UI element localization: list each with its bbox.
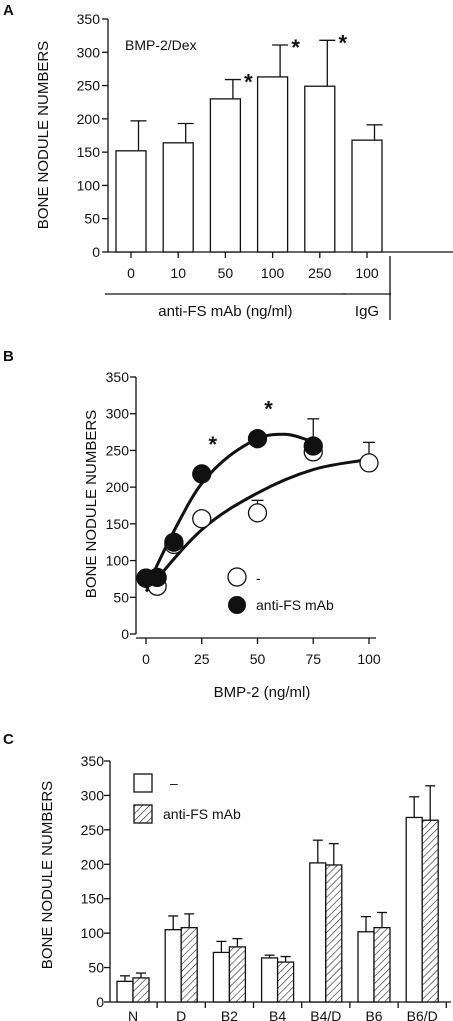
panel-a-group-label: anti-FS mAb (ng/ml) (158, 303, 292, 320)
panel-c-legend-open-swatch (133, 773, 153, 793)
panel-c-ytick-label: 250 (81, 822, 105, 838)
panel-c-bar-anti-fs (228, 946, 247, 1003)
panel-c-bar-control (116, 980, 134, 1003)
panel-a-xtick-label: 100 (261, 265, 285, 281)
panel-b-significance-mark: * (208, 432, 217, 457)
panel-b-xtick-label: 75 (305, 651, 321, 667)
panel-b-legend-open-marker (227, 567, 247, 587)
panel-b-trend-open (144, 457, 370, 593)
panel-a-significance-mark: * (339, 30, 348, 55)
panel-a-ytick-label: 0 (92, 244, 100, 260)
panel-c-xtick-label: D (176, 1008, 186, 1021)
panel-b-ytick-label: 100 (106, 553, 130, 569)
panel-a-significance-mark: * (244, 70, 253, 95)
panel-c-ytick-label: 0 (96, 994, 104, 1010)
panel-b-xlabel: BMP-2 (ng/ml) (214, 684, 311, 701)
panel-c-xtick-label: N (128, 1008, 138, 1021)
panel-c-xtick-label: B6/D (407, 1008, 438, 1021)
panel-c-bar-control (405, 816, 423, 1003)
panel-b-point-control (192, 509, 212, 529)
panel-b-legend-filled-label: anti-FS mAb (256, 597, 334, 613)
panel-b-xtick-label: 50 (250, 651, 266, 667)
panel-c-legend-open-label: – (170, 775, 178, 791)
panel-b-ytick-label: 350 (106, 369, 130, 385)
panel-c-bar-anti-fs (180, 926, 198, 1003)
panel-c-bar-anti-fs (421, 819, 439, 1003)
panel-b-significance-mark: * (264, 397, 273, 422)
panel-a-ytick-label: 300 (77, 44, 101, 60)
panel-c-bar-control (212, 951, 231, 1003)
panel-c-xtick-label: B4/D (310, 1008, 341, 1021)
panel-b-point-anti-fs (303, 436, 323, 456)
panel-c-legend-hatched-label: anti-FS mAb (163, 806, 241, 822)
panel-c-bar-control (260, 957, 279, 1003)
panel-c-bar-control (164, 929, 182, 1003)
panel-a-significance-mark: * (291, 35, 300, 60)
panel-c-bar-control (309, 862, 327, 1003)
panel-a-xtick-label: 50 (218, 265, 234, 281)
panel-a-ytick-label: 150 (77, 144, 101, 160)
panel-a-bar (304, 85, 336, 253)
panel-b-point-anti-fs (164, 532, 184, 552)
panel-b-legend-open-label: - (256, 570, 261, 586)
panel-a-xtick-label: 250 (308, 265, 332, 281)
panel-b-ytick-label: 50 (113, 589, 129, 605)
panel-c-bar-anti-fs (373, 926, 391, 1003)
panel-a-xtick-label: 0 (127, 265, 135, 281)
panel-b-point-anti-fs (247, 429, 268, 449)
panel-a-xtick-label: 10 (170, 265, 186, 281)
panel-c-xtick-label: B6 (365, 1008, 382, 1021)
panel-c-ytick-label: 350 (81, 753, 105, 769)
panel-a-ytick-label: 350 (77, 11, 101, 27)
panel-c-ytick-label: 300 (81, 787, 105, 803)
panel-b-point-control (359, 453, 379, 473)
panel-a-bar (351, 139, 383, 253)
panel-b-point-control (247, 503, 268, 523)
panel-letter-a: A (3, 2, 14, 19)
panel-a-ytick-label: 250 (77, 78, 101, 94)
panel-c-ytick-label: 200 (81, 856, 105, 872)
panel-b-xtick-label: 25 (194, 651, 210, 667)
panel-b-point-anti-fs (192, 464, 212, 484)
panel-b-xtick-label: 0 (142, 651, 150, 667)
panel-a-bar (256, 76, 289, 253)
panel-a-xtick-label: 100 (355, 265, 379, 281)
panel-c-bar-control (357, 931, 375, 1003)
panel-c-legend-hatched-swatch (133, 804, 153, 824)
panel-a-annotation: BMP-2/Dex (125, 37, 197, 53)
panel-c-ytick-label: 100 (81, 925, 105, 941)
panel-c-ytick-label: 50 (88, 960, 104, 976)
panel-c-xtick-label: B4 (269, 1008, 286, 1021)
panel-b-ytick-label: 0 (121, 626, 129, 642)
panel-b-legend-filled-marker (228, 596, 246, 614)
panel-b-trend-filled (144, 432, 314, 590)
panel-b-ytick-label: 200 (106, 479, 130, 495)
panel-a-ylabel: BONE NODULE NUMBERS (35, 41, 52, 229)
panel-c-ytick-label: 150 (81, 891, 105, 907)
panel-a-ytick-label: 100 (77, 177, 101, 193)
panel-a-group-label: IgG (355, 303, 379, 320)
panel-c-bar-anti-fs (132, 977, 150, 1003)
panel-c-ylabel: BONE NODULE NUMBERS (39, 781, 56, 969)
panel-b-ytick-label: 300 (106, 406, 130, 422)
panel-b-point-anti-fs (147, 567, 167, 588)
panel-a-bar (209, 98, 242, 253)
panel-a-ytick-label: 50 (84, 211, 100, 227)
panel-b-xtick-label: 100 (357, 651, 381, 667)
panel-c-bar-anti-fs (325, 864, 343, 1003)
panel-c-bar-anti-fs (276, 961, 295, 1003)
panel-a-ytick-label: 200 (77, 111, 101, 127)
panel-c-xtick-label: B2 (221, 1008, 238, 1021)
panel-b-ytick-label: 150 (106, 516, 130, 532)
panel-b-ytick-label: 250 (106, 442, 130, 458)
panel-letter-c: C (3, 731, 14, 748)
panel-letter-b: B (3, 348, 14, 365)
panel-a-bar (115, 150, 147, 253)
panel-a-bar (162, 142, 194, 253)
panel-b-ylabel: BONE NODULE NUMBERS (83, 410, 100, 598)
